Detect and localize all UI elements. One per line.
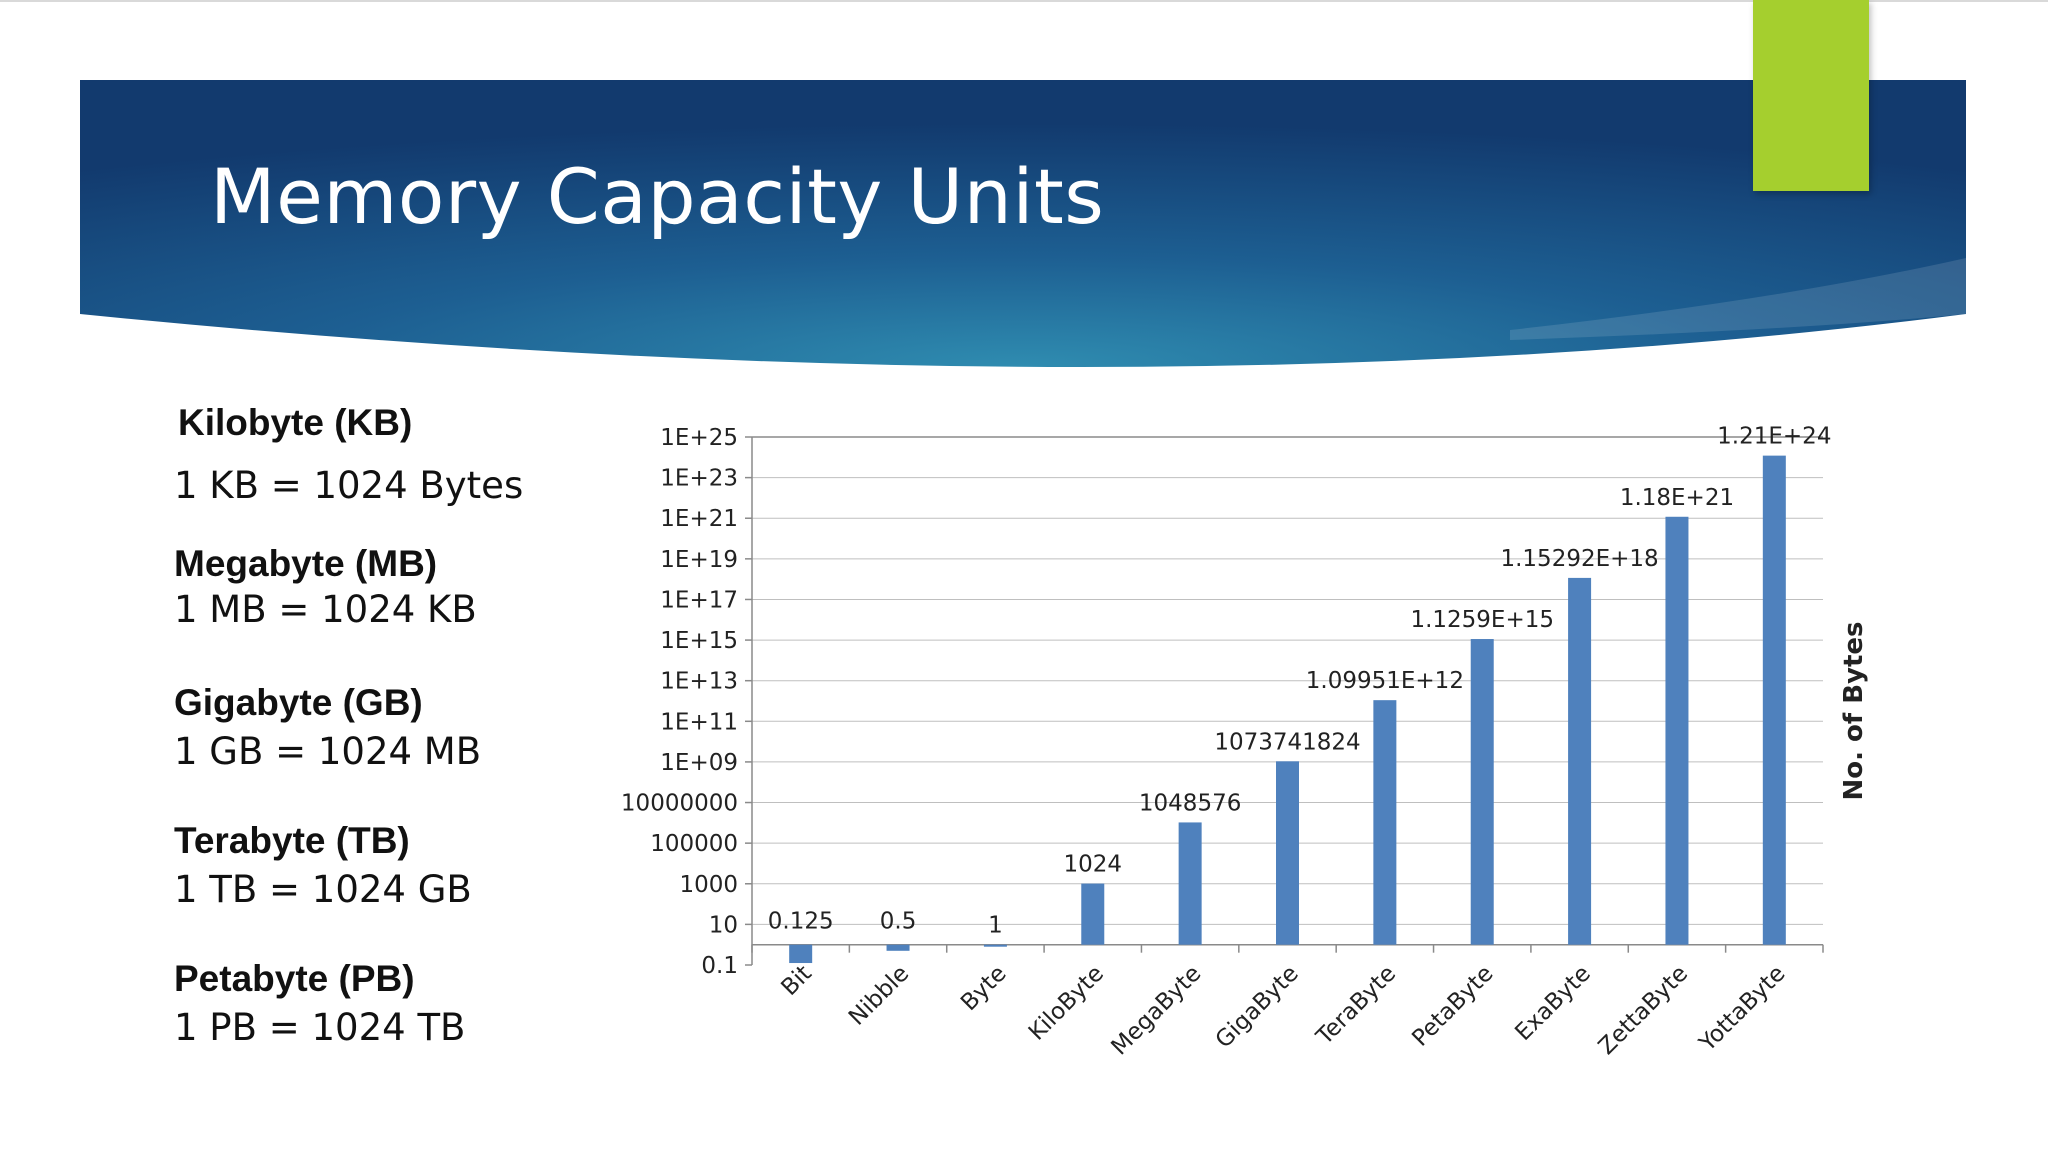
unit-equation-gb: 1 GB = 1024 MB [174,730,482,773]
unit-name-gb: Gigabyte (GB) [174,682,423,723]
bar-megabyte [1178,822,1202,945]
x-tick-label: KiloByte [1024,961,1109,1046]
x-tick-label: MegaByte [1107,961,1207,1061]
y-tick-label: 100000 [650,831,738,857]
y-tick-label: 1E+13 [660,669,738,695]
y-tick-label: 1E+11 [660,709,738,735]
x-tick-label: GigaByte [1211,961,1304,1054]
value-label: 1.1259E+15 [1410,607,1554,633]
value-label: 1048576 [1139,790,1241,816]
unit-name-mb: Megabyte (MB) [174,543,438,584]
y-tick-label: 1E+21 [660,506,738,532]
value-label: 1.21E+24 [1717,424,1831,450]
value-label: 1.18E+21 [1620,485,1734,511]
value-label: 1 [988,913,1003,939]
bar-petabyte [1470,639,1494,945]
x-tick-label: ExaByte [1510,961,1595,1046]
x-tick-label: TeraByte [1311,961,1401,1051]
bar-byte [983,944,1007,947]
value-label: 0.125 [768,909,834,935]
unit-name-pb: Petabyte (PB) [174,958,415,999]
bar-terabyte [1373,700,1397,945]
bar-bit [789,944,813,964]
top-rule [0,0,2048,2]
y-tick-label: 1E+19 [660,547,738,573]
x-tick-label: PetaByte [1407,961,1498,1052]
unit-equation-kb: 1 KB = 1024 Bytes [174,464,524,507]
chart-y-ticks: 1E+25 1E+23 1E+21 1E+19 1E+17 1E+15 1E+13 1E+11… [621,425,752,979]
unit-name-tb: Terabyte (TB) [174,820,410,861]
y-tick-label: 1E+25 [660,425,738,451]
y-tick-label: 10000000 [621,791,738,817]
bar-gigabyte [1276,761,1299,945]
value-label: 0.5 [880,909,917,935]
x-tick-label: Nibble [844,961,914,1031]
y-tick-label: 1000 [679,872,738,898]
x-tick-label: YottaByte [1694,961,1791,1058]
y-tick-label: 1E+15 [660,628,738,654]
accent-block [1753,0,1869,191]
unit-equation-mb: 1 MB = 1024 KB [174,588,477,631]
chart-value-labels: 0.125 0.5 1 1024 1048576 1073741824 1.09951E+1… [768,424,1832,939]
bar-yottabyte [1762,455,1786,945]
x-tick-label: Byte [956,961,1012,1017]
y-tick-label: 1E+23 [660,466,738,492]
value-label: 1.09951E+12 [1306,668,1464,694]
x-tick-label: Bit [776,961,816,1001]
y-tick-label: 1E+09 [660,750,738,776]
title-banner [80,80,1966,367]
y-tick-label: 1E+17 [660,587,738,613]
value-label: 1.15292E+18 [1500,546,1658,572]
bar-zettabyte [1665,516,1689,945]
unit-name-kb: Kilobyte (KB) [178,402,413,443]
value-label: 1024 [1063,852,1122,878]
x-tick-label: ZettaByte [1594,961,1693,1060]
chart-bars [789,455,1786,964]
y-tick-label: 10 [709,912,738,938]
bar-kilobyte [1081,883,1105,945]
y-axis-label: No. of Bytes [1839,621,1869,800]
slide-title: Memory Capacity Units [210,152,1105,241]
chart-axes [751,437,1824,965]
unit-equation-pb: 1 PB = 1024 TB [174,1006,466,1049]
bar-exabyte [1568,577,1592,945]
value-label: 1073741824 [1214,729,1360,755]
y-tick-label: 0.1 [701,953,738,979]
bytes-bar-chart: 1E+25 1E+23 1E+21 1E+19 1E+17 1E+15 1E+13 1E+11… [621,424,1869,1061]
bar-nibble [886,944,910,951]
unit-equation-tb: 1 TB = 1024 GB [174,868,472,911]
